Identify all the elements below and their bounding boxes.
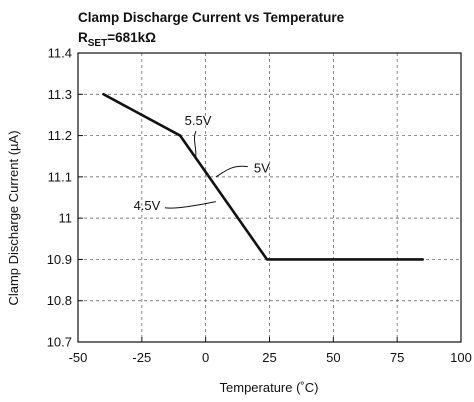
y-tick-label: 10.8: [47, 293, 72, 308]
annotation-label: 5V: [254, 161, 270, 176]
x-tick-label: 75: [390, 350, 404, 365]
y-tick-label: 11: [59, 211, 73, 226]
plot-frame: [77, 52, 462, 343]
y-tick-label: 11.2: [48, 128, 72, 143]
annotation-leader: [215, 165, 248, 178]
y-tick-label: 11.3: [48, 87, 72, 102]
annotation-leader: [194, 130, 197, 159]
x-tick-label: 100: [450, 350, 472, 365]
y-tick-label: 10.9: [47, 252, 72, 267]
x-tick-label: -50: [69, 350, 88, 365]
x-tick-label: 25: [262, 350, 276, 365]
x-axis-title: Temperature (˚C): [220, 380, 319, 395]
annotations: 5.5V 5V 4.5V: [134, 113, 271, 213]
y-tick-label: 11.1: [48, 169, 72, 184]
annotation-label: 5.5V: [185, 113, 212, 128]
y-tick-label: 10.7: [47, 335, 72, 350]
subtitle-sub: SET: [88, 38, 107, 49]
x-tick-label: 0: [202, 350, 209, 365]
x-tick-label: 50: [326, 350, 340, 365]
chart-title: Clamp Discharge Current vs Temperature: [78, 10, 345, 25]
series-line: [102, 92, 425, 261]
subtitle-main: R: [78, 30, 88, 45]
annotation-leader: [164, 201, 216, 209]
subtitle-rest: =681kΩ: [107, 30, 156, 45]
series-group: [102, 92, 425, 261]
chart-subtitle: RSET=681kΩ: [78, 30, 156, 49]
annotation-label: 4.5V: [134, 198, 161, 213]
y-axis-title: Clamp Discharge Current (µA): [6, 130, 21, 305]
y-tick-label: 11.4: [48, 46, 72, 61]
x-tick-label: -25: [132, 350, 151, 365]
tick-labels: -50 -25 0 25 50 75 100 10.7 10.8 10.9 11 11.1 11.2 11…: [47, 46, 472, 366]
